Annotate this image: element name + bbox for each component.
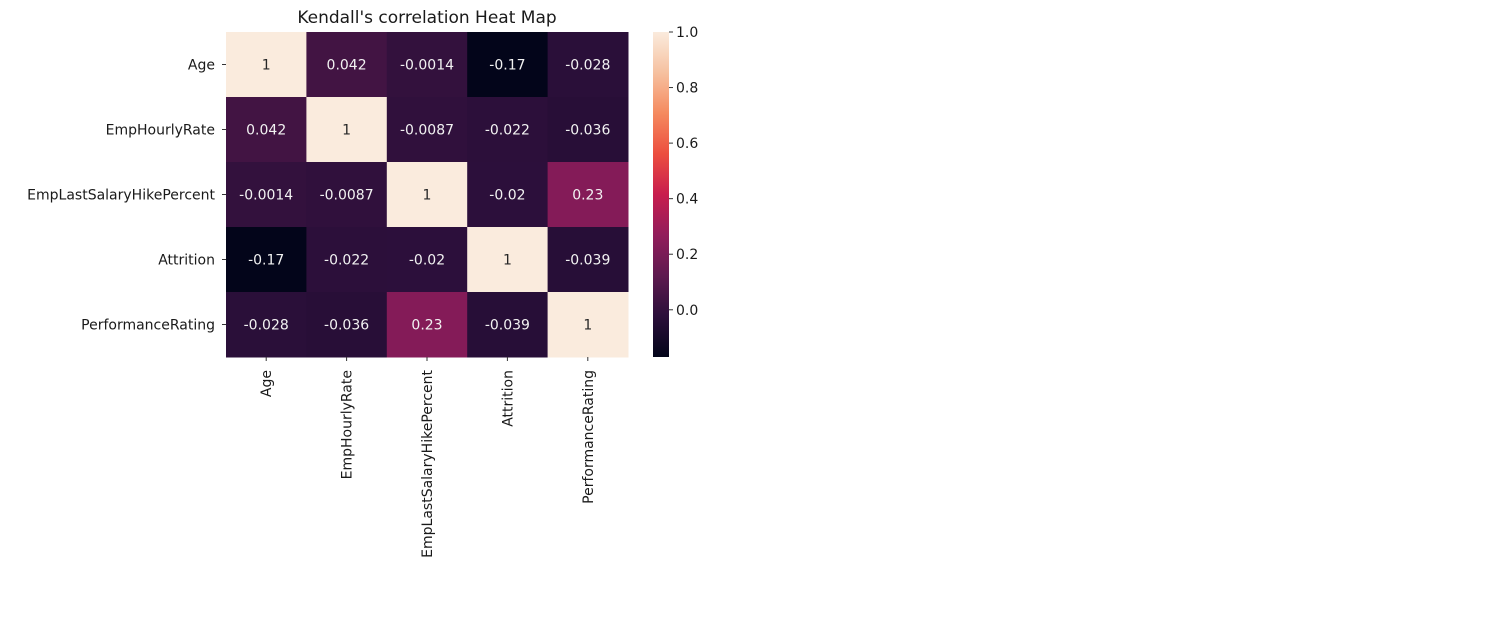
colorbar (653, 32, 669, 357)
heatmap-cell-label: -0.022 (485, 123, 530, 139)
heatmap-cell-label: -0.17 (489, 58, 525, 74)
heatmap-cell (226, 292, 307, 358)
heatmap-cell-label: 0.042 (246, 123, 286, 139)
heatmap-cell-label: -0.039 (485, 318, 530, 334)
heatmap-cell (306, 292, 388, 358)
heatmap-cell (386, 162, 468, 228)
column-label: Attrition (500, 370, 516, 427)
chart-title: Kendall's correlation Heat Map (297, 8, 556, 28)
heatmap-cell (306, 97, 388, 163)
heatmap-cell-label: -0.028 (244, 318, 289, 334)
heatmap-cell-label: -0.02 (489, 188, 525, 204)
column-labels: Age EmpHourlyRate EmpLastSalaryHikePercent… (259, 357, 597, 558)
heatmap-cell (547, 162, 629, 228)
heatmap-cell-label: -0.0087 (320, 188, 374, 204)
heatmap-cells: 1 0.042 -0.0014 -0.17 -0.028 0.042 1 -0.0087 -0.… (226, 32, 629, 358)
heatmap-cell-label: -0.02 (409, 253, 445, 269)
heatmap-cell (226, 227, 307, 293)
heatmap-cell (467, 32, 549, 98)
colorbar-tick-label: 0.6 (676, 136, 698, 152)
column-label: PerformanceRating (581, 370, 597, 504)
colorbar-ticks: 0.0 0.2 0.4 0.6 0.8 1.0 (669, 25, 698, 319)
column-label: EmpHourlyRate (340, 370, 356, 479)
heatmap-cell-label: 1 (342, 123, 351, 139)
row-label: EmpLastSalaryHikePercent (27, 188, 215, 204)
heatmap-cell (467, 97, 549, 163)
heatmap-cell (467, 292, 549, 358)
heatmap-cell-label: -0.022 (324, 253, 369, 269)
heatmap-cell (306, 162, 388, 228)
heatmap-cell-label: 1 (423, 188, 432, 204)
heatmap-cell-label: -0.0014 (239, 188, 293, 204)
heatmap-cell (547, 32, 629, 98)
row-label: PerformanceRating (81, 318, 215, 334)
heatmap-cell-label: -0.036 (324, 318, 369, 334)
colorbar-tick-label: 0.2 (676, 247, 698, 263)
heatmap-cell-label: -0.036 (565, 123, 610, 139)
heatmap-cell (547, 97, 629, 163)
heatmap-cell-label: -0.0087 (400, 123, 454, 139)
row-label: Attrition (158, 253, 215, 269)
colorbar-tick-label: 0.4 (676, 192, 698, 208)
heatmap-cell-label: 1 (503, 253, 512, 269)
heatmap-cell-label: -0.0014 (400, 58, 454, 74)
heatmap-cell (306, 32, 388, 98)
heatmap-cell-label: 0.23 (411, 318, 442, 334)
heatmap-cell (467, 227, 549, 293)
heatmap-cell (226, 162, 307, 228)
row-labels: Age EmpHourlyRate EmpLastSalaryHikePercent… (27, 58, 226, 334)
heatmap-cell (386, 292, 468, 358)
heatmap-cell-label: 1 (583, 318, 592, 334)
heatmap-cell (386, 97, 468, 163)
heatmap-cell (386, 32, 468, 98)
colorbar-tick-label: 0.0 (676, 303, 698, 319)
heatmap-cell (306, 227, 388, 293)
heatmap-cell (226, 97, 307, 163)
heatmap-cell (467, 162, 549, 228)
heatmap-cell (547, 227, 629, 293)
heatmap-cell (386, 227, 468, 293)
heatmap-cell-label: 1 (262, 58, 271, 74)
column-label: EmpLastSalaryHikePercent (420, 369, 436, 557)
column-label: Age (259, 370, 275, 397)
colorbar-tick-label: 1.0 (676, 25, 698, 41)
row-label: EmpHourlyRate (106, 123, 215, 139)
heatmap-cell (547, 292, 629, 358)
row-label: Age (188, 58, 215, 74)
heatmap-cell-label: -0.17 (248, 253, 284, 269)
colorbar-tick-label: 0.8 (676, 81, 698, 97)
heatmap-cell-label: 0.042 (327, 58, 367, 74)
heatmap-cell-label: -0.039 (565, 253, 610, 269)
heatmap-cell-label: -0.028 (565, 58, 610, 74)
heatmap-cell (226, 32, 307, 98)
heatmap-cell-label: 0.23 (572, 188, 603, 204)
